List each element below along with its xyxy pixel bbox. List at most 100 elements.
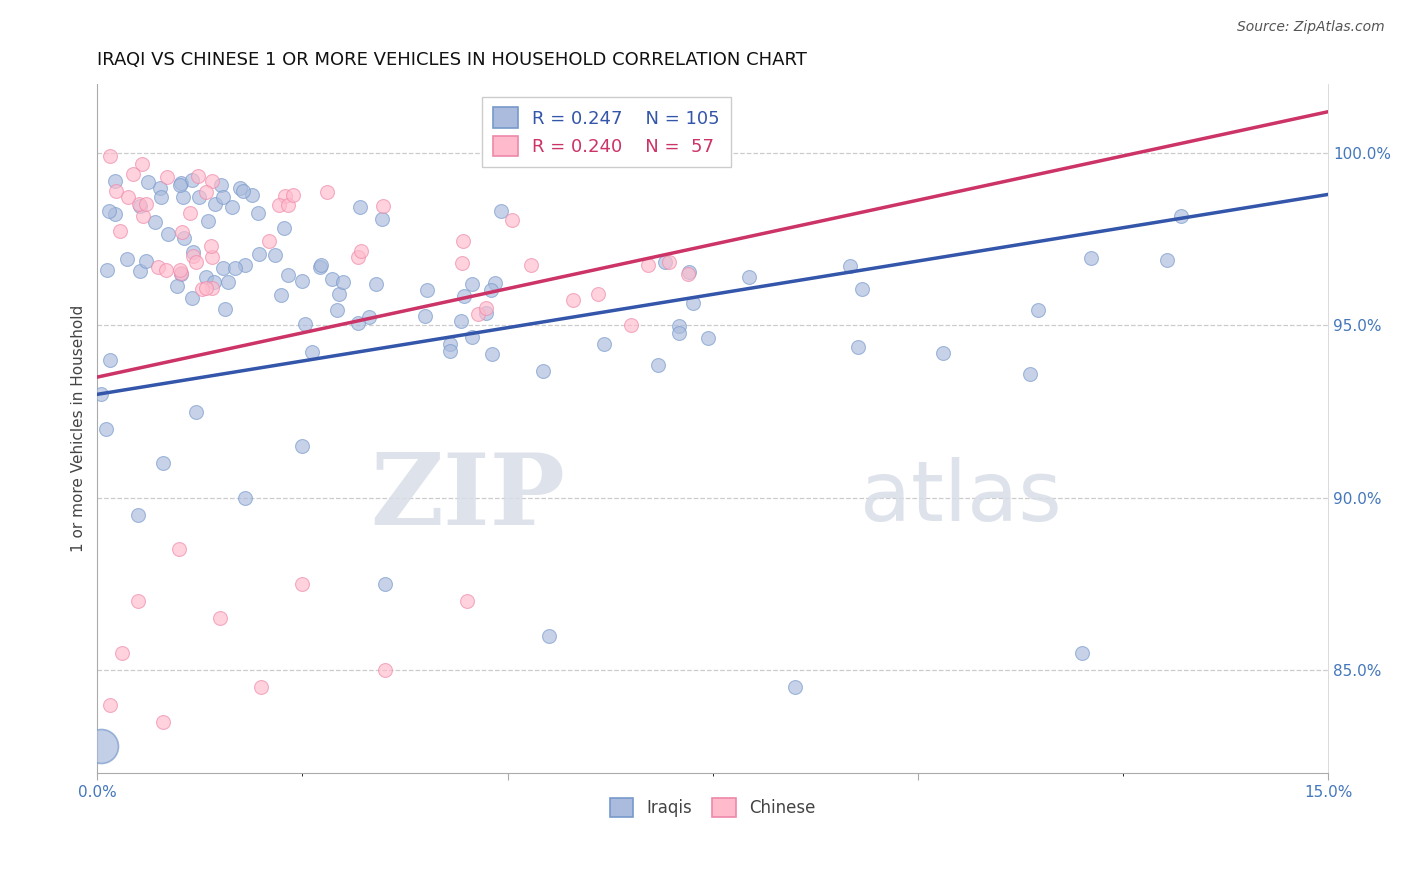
Point	[350, 244, 373, 259]
Point	[501, 212, 523, 227]
Point	[413, 309, 436, 323]
Point	[209, 611, 232, 625]
Point	[1156, 253, 1178, 268]
Point	[332, 275, 354, 289]
Point	[166, 279, 188, 293]
Point	[155, 262, 177, 277]
Point	[156, 170, 179, 185]
Text: IRAQI VS CHINESE 1 OR MORE VEHICLES IN HOUSEHOLD CORRELATION CHART: IRAQI VS CHINESE 1 OR MORE VEHICLES IN H…	[97, 51, 807, 69]
Point	[1026, 303, 1049, 318]
Point	[246, 205, 269, 219]
Point	[127, 594, 149, 608]
Point	[129, 263, 152, 277]
Point	[467, 307, 489, 321]
Point	[475, 301, 498, 316]
Point	[281, 188, 304, 202]
Point	[169, 178, 191, 192]
Point	[309, 258, 332, 272]
Point	[103, 207, 125, 221]
Point	[128, 197, 150, 211]
Point	[373, 577, 395, 591]
Point	[783, 680, 806, 694]
Point	[1018, 368, 1040, 382]
Point	[204, 197, 226, 211]
Point	[373, 663, 395, 677]
Point	[181, 244, 204, 259]
Point	[149, 180, 172, 194]
Point	[592, 336, 614, 351]
Point	[94, 422, 117, 436]
Point	[194, 269, 217, 284]
Point	[491, 203, 513, 218]
Point	[277, 268, 299, 283]
Point	[180, 291, 202, 305]
Point	[321, 272, 343, 286]
Point	[170, 176, 193, 190]
Text: Source: ZipAtlas.com: Source: ZipAtlas.com	[1237, 20, 1385, 34]
Point	[240, 188, 263, 202]
Point	[416, 283, 439, 297]
Point	[273, 221, 295, 235]
Point	[90, 739, 112, 753]
Point	[212, 261, 235, 276]
Point	[97, 203, 120, 218]
Text: atlas: atlas	[860, 458, 1062, 538]
Point	[697, 331, 720, 345]
Point	[201, 173, 224, 187]
Point	[481, 347, 503, 361]
Point	[233, 258, 256, 272]
Point	[1071, 646, 1094, 660]
Point	[932, 346, 955, 360]
Point	[197, 214, 219, 228]
Point	[294, 318, 316, 332]
Point	[654, 255, 676, 269]
Point	[98, 149, 121, 163]
Point	[451, 235, 474, 249]
Point	[184, 254, 207, 268]
Point	[148, 260, 170, 275]
Point	[301, 344, 323, 359]
Point	[194, 281, 217, 295]
Point	[637, 258, 659, 272]
Point	[347, 316, 370, 330]
Point	[170, 266, 193, 280]
Point	[247, 247, 270, 261]
Point	[181, 250, 204, 264]
Point	[848, 340, 870, 354]
Point	[187, 169, 209, 183]
Point	[96, 263, 118, 277]
Point	[647, 358, 669, 372]
Y-axis label: 1 or more Vehicles in Household: 1 or more Vehicles in Household	[72, 305, 86, 552]
Point	[676, 267, 699, 281]
Point	[221, 200, 243, 214]
Point	[180, 173, 202, 187]
Point	[127, 508, 149, 522]
Point	[1170, 209, 1192, 223]
Point	[152, 714, 174, 729]
Point	[586, 287, 609, 301]
Point	[150, 190, 173, 204]
Point	[461, 330, 484, 344]
Point	[439, 337, 461, 351]
Point	[291, 439, 314, 453]
Point	[274, 189, 297, 203]
Point	[259, 234, 281, 248]
Legend: Iraqis, Chinese: Iraqis, Chinese	[603, 791, 823, 823]
Point	[108, 224, 131, 238]
Point	[156, 227, 179, 241]
Point	[349, 200, 371, 214]
Point	[450, 314, 472, 328]
Point	[229, 181, 252, 195]
Point	[173, 231, 195, 245]
Point	[170, 225, 193, 239]
Point	[250, 680, 273, 694]
Point	[291, 577, 314, 591]
Point	[484, 276, 506, 290]
Point	[131, 157, 153, 171]
Point	[364, 277, 387, 291]
Point	[668, 319, 690, 334]
Point	[98, 698, 121, 712]
Point	[328, 287, 350, 301]
Point	[98, 352, 121, 367]
Point	[267, 198, 290, 212]
